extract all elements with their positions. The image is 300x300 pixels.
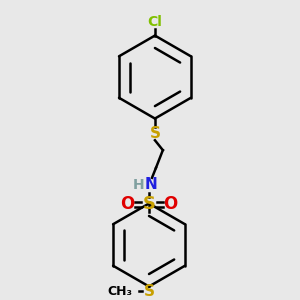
Text: CH₃: CH₃ [107, 285, 132, 298]
Text: Cl: Cl [148, 15, 162, 29]
Text: S: S [142, 196, 155, 214]
Text: N: N [145, 177, 158, 192]
Text: S: S [149, 126, 161, 141]
Text: O: O [164, 196, 178, 214]
Text: S: S [143, 284, 155, 299]
Text: O: O [120, 196, 134, 214]
Text: H: H [132, 178, 144, 192]
